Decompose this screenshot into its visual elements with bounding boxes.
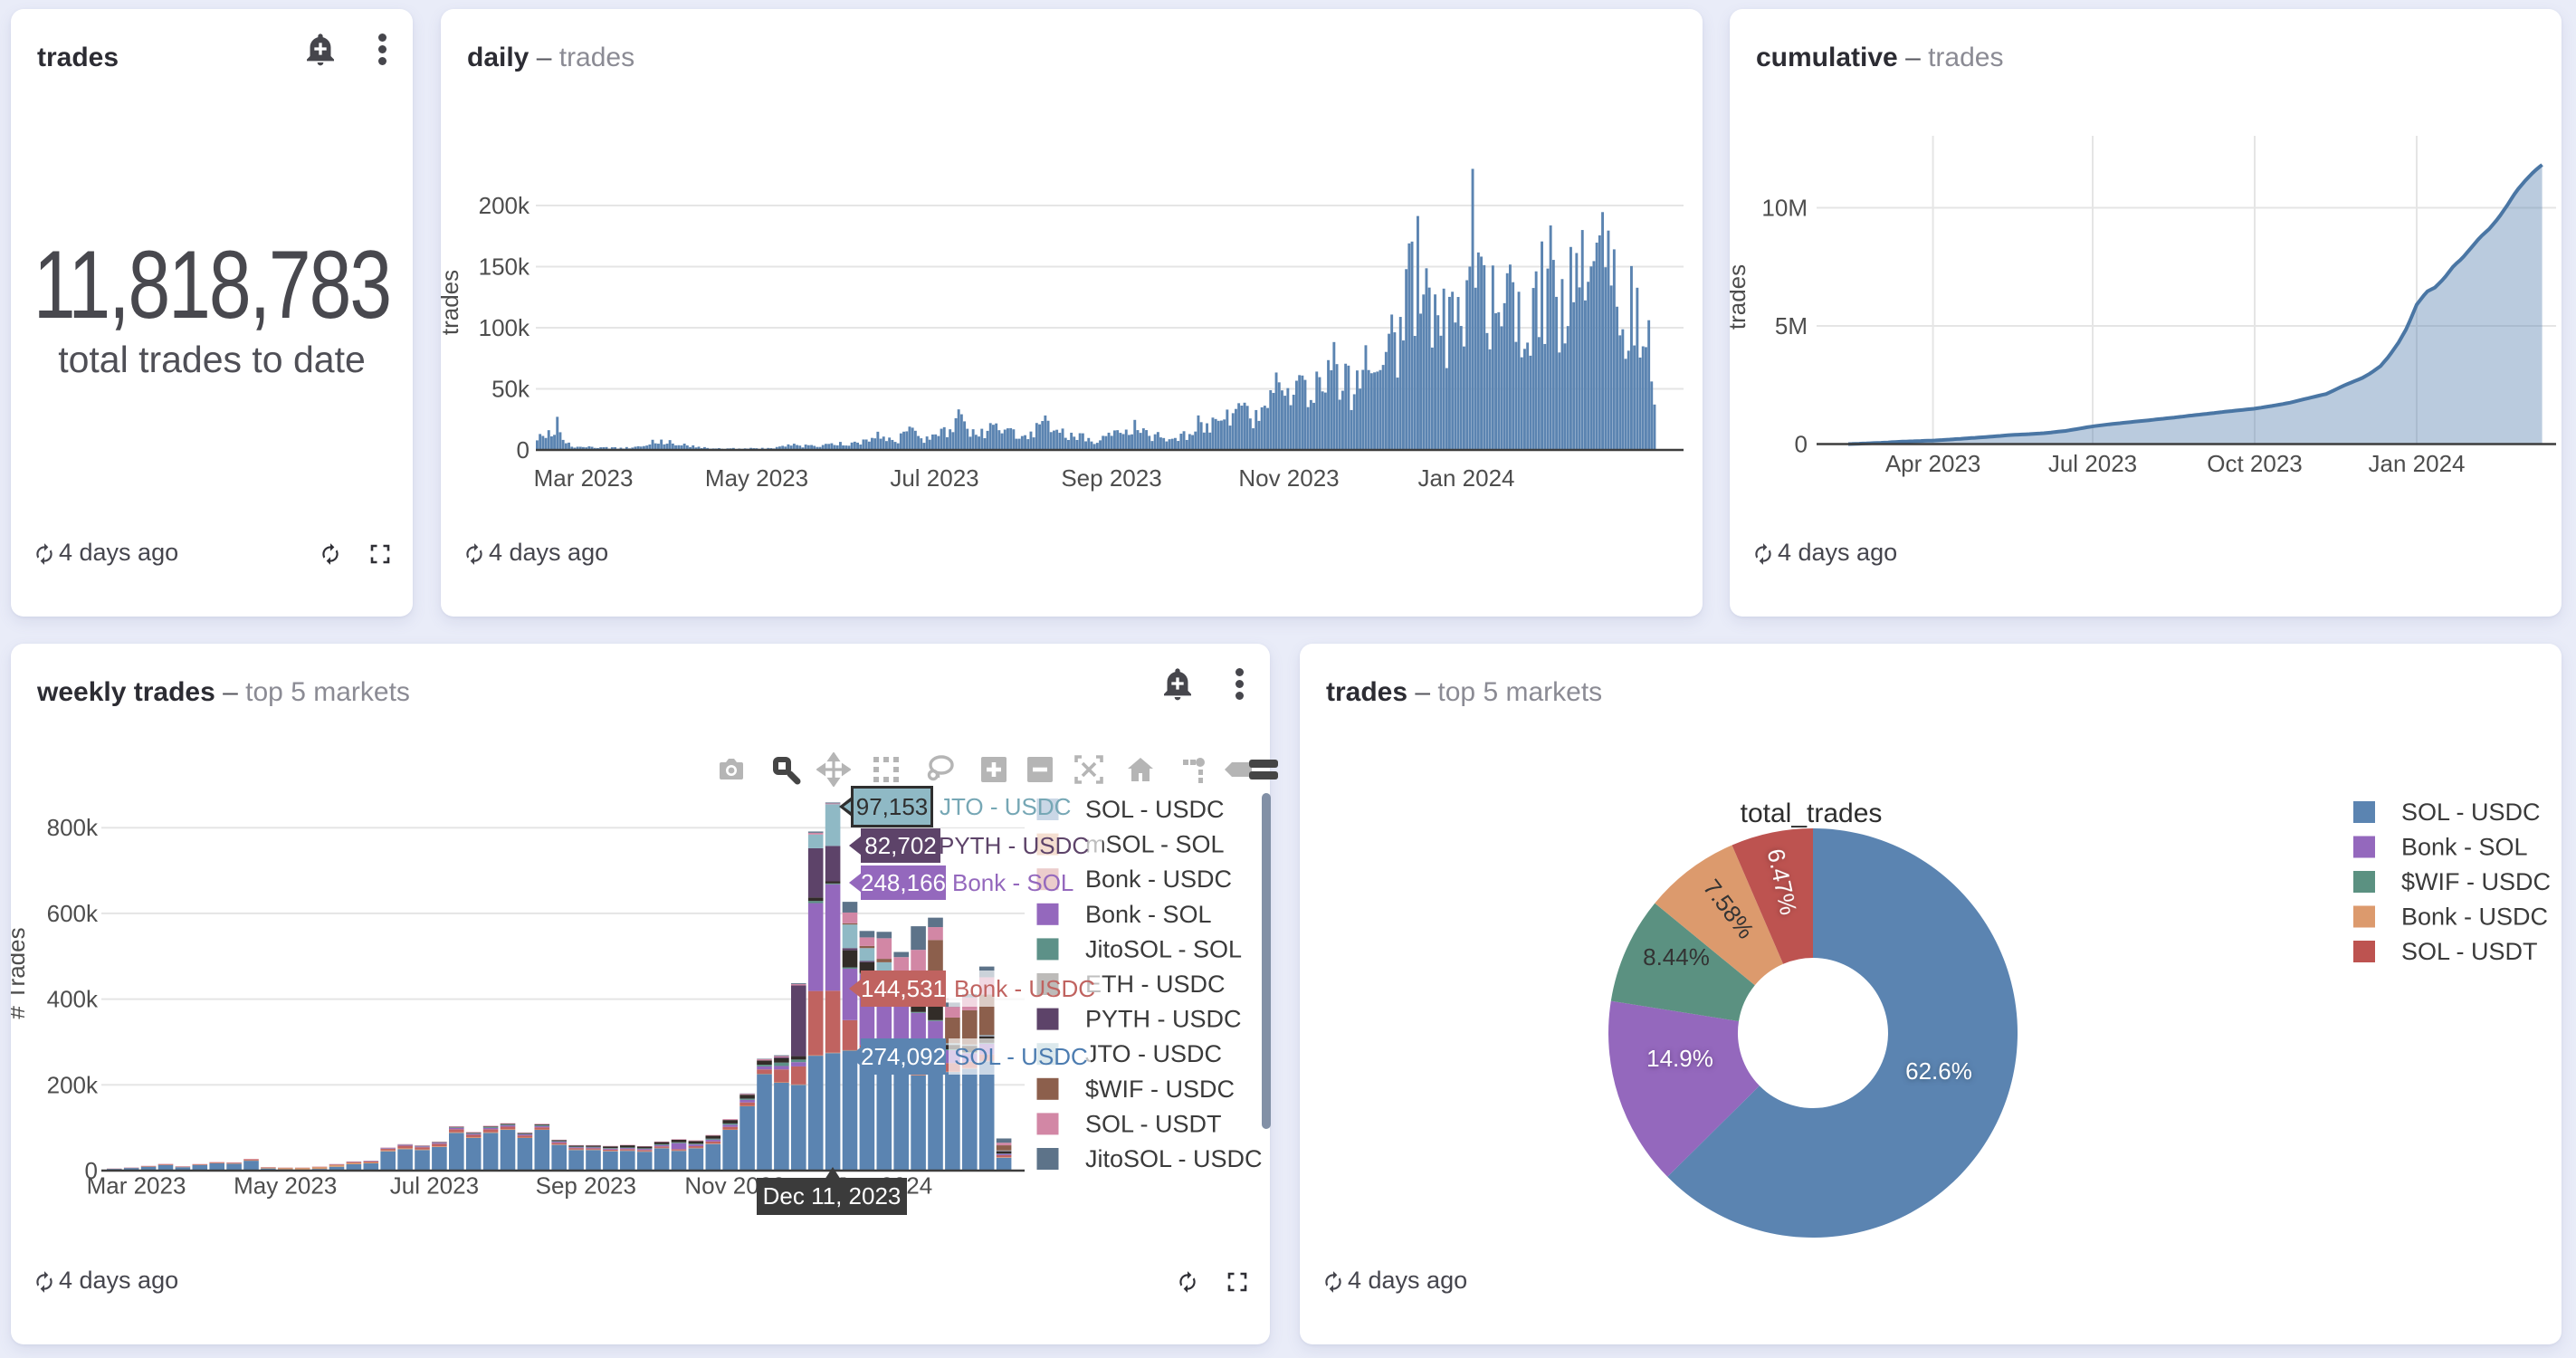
svg-text:Jul 2023: Jul 2023 (890, 464, 978, 492)
svg-text:0: 0 (85, 1157, 98, 1184)
svg-text:SOL - USDT: SOL - USDT (2401, 938, 2538, 965)
svg-text:$WIF - USDC: $WIF - USDC (2401, 868, 2551, 895)
svg-text:# Trades: # Trades (11, 927, 30, 1018)
svg-text:total_trades: total_trades (1741, 799, 1883, 828)
svg-text:Bonk - USDC: Bonk - USDC (2401, 904, 2548, 931)
svg-text:Mar 2023: Mar 2023 (87, 1172, 186, 1200)
svg-text:mSOL - SOL: mSOL - SOL (1085, 831, 1225, 858)
svg-text:0: 0 (1795, 431, 1808, 458)
svg-text:Sep 2023: Sep 2023 (536, 1172, 636, 1200)
svg-text:May 2023: May 2023 (234, 1172, 337, 1200)
svg-text:100k: 100k (479, 314, 530, 341)
svg-text:62.6%: 62.6% (1905, 1057, 1972, 1085)
svg-text:14.9%: 14.9% (1646, 1045, 1713, 1072)
svg-text:Mar 2023: Mar 2023 (534, 464, 634, 492)
svg-text:Jul 2023: Jul 2023 (390, 1172, 479, 1200)
svg-text:200k: 200k (479, 192, 530, 219)
svg-text:150k: 150k (479, 253, 530, 281)
svg-text:200k: 200k (47, 1071, 99, 1098)
svg-text:Bonk - USDC: Bonk - USDC (1085, 865, 1232, 893)
svg-text:trades: trades (441, 270, 463, 335)
svg-text:0: 0 (517, 436, 530, 464)
svg-text:$WIF - USDC: $WIF - USDC (1085, 1076, 1235, 1103)
svg-text:SOL - USDC: SOL - USDC (2401, 799, 2541, 826)
svg-text:8.44%: 8.44% (1643, 943, 1710, 971)
svg-text:Jan 2024: Jan 2024 (1418, 464, 1515, 492)
svg-text:400k: 400k (47, 986, 99, 1013)
svg-text:JitoSOL - USDC: JitoSOL - USDC (1085, 1145, 1263, 1172)
svg-text:SOL - USDT: SOL - USDT (1085, 1110, 1222, 1137)
svg-text:Jan 2024: Jan 2024 (2369, 450, 2466, 477)
svg-text:50k: 50k (491, 376, 530, 403)
svg-text:JTO - USDC: JTO - USDC (1085, 1040, 1222, 1067)
svg-text:800k: 800k (47, 814, 99, 841)
svg-text:Oct 2023: Oct 2023 (2207, 450, 2303, 477)
svg-text:Nov 2023: Nov 2023 (1238, 464, 1339, 492)
svg-text:Jul 2023: Jul 2023 (2048, 450, 2137, 477)
svg-text:PYTH - USDC: PYTH - USDC (1085, 1006, 1242, 1033)
svg-text:ETH - USDC: ETH - USDC (1085, 971, 1226, 998)
svg-text:JitoSOL - SOL: JitoSOL - SOL (1085, 935, 1242, 962)
svg-text:Apr 2023: Apr 2023 (1885, 450, 1981, 477)
svg-text:May 2023: May 2023 (705, 464, 808, 492)
svg-text:5M: 5M (1775, 312, 1808, 340)
svg-text:Bonk - SOL: Bonk - SOL (2401, 834, 2528, 861)
svg-text:trades: trades (1730, 264, 1751, 330)
svg-text:10M: 10M (1761, 195, 1808, 222)
svg-text:Sep 2023: Sep 2023 (1061, 464, 1161, 492)
svg-text:SOL - USDC: SOL - USDC (1085, 796, 1225, 823)
svg-text:600k: 600k (47, 900, 99, 927)
svg-text:Bonk - SOL: Bonk - SOL (1085, 901, 1212, 928)
